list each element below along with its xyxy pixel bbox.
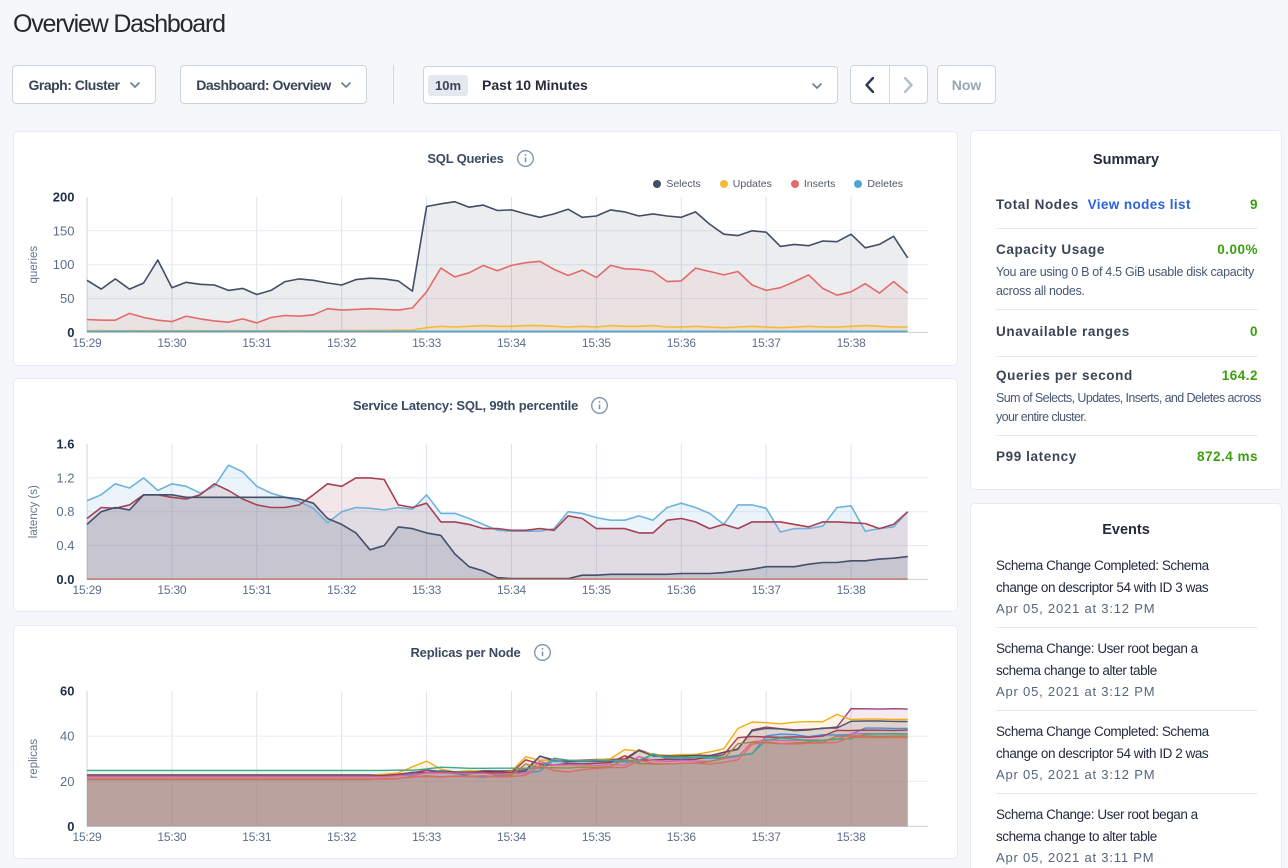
svg-text:15:35: 15:35 [582, 830, 612, 844]
svg-text:15:31: 15:31 [242, 336, 272, 350]
svg-text:15:36: 15:36 [667, 830, 697, 844]
svg-text:15:33: 15:33 [412, 336, 442, 350]
svg-text:15:36: 15:36 [667, 583, 697, 597]
svg-text:15:30: 15:30 [157, 583, 187, 597]
svg-text:1.2: 1.2 [56, 470, 74, 485]
svg-text:replicas: replicas [28, 739, 40, 779]
svg-text:15:29: 15:29 [72, 336, 102, 350]
svg-text:15:38: 15:38 [837, 830, 867, 844]
svg-text:15:30: 15:30 [157, 336, 187, 350]
svg-text:15:38: 15:38 [837, 583, 867, 597]
svg-text:15:37: 15:37 [752, 583, 782, 597]
svg-text:15:32: 15:32 [327, 583, 357, 597]
svg-text:15:29: 15:29 [72, 583, 102, 597]
svg-text:50: 50 [60, 291, 74, 306]
svg-text:0.4: 0.4 [56, 538, 74, 553]
svg-text:15:36: 15:36 [667, 336, 697, 350]
svg-text:latency (s): latency (s) [28, 485, 40, 538]
svg-text:15:31: 15:31 [242, 830, 272, 844]
svg-text:0: 0 [67, 325, 74, 340]
svg-text:15:33: 15:33 [412, 583, 442, 597]
svg-text:15:33: 15:33 [412, 830, 442, 844]
svg-text:15:37: 15:37 [752, 336, 782, 350]
svg-text:40: 40 [60, 729, 74, 744]
svg-text:0: 0 [67, 819, 74, 834]
svg-text:15:34: 15:34 [497, 830, 527, 844]
svg-text:15:35: 15:35 [582, 336, 612, 350]
svg-text:15:30: 15:30 [157, 830, 187, 844]
svg-text:0.0: 0.0 [56, 572, 74, 587]
svg-text:200: 200 [53, 190, 75, 205]
svg-text:15:35: 15:35 [582, 583, 612, 597]
svg-text:15:37: 15:37 [752, 830, 782, 844]
svg-text:15:38: 15:38 [837, 336, 867, 350]
svg-text:15:32: 15:32 [327, 830, 357, 844]
svg-text:1.6: 1.6 [56, 437, 74, 452]
svg-text:queries: queries [28, 246, 40, 284]
svg-text:20: 20 [60, 774, 74, 789]
svg-text:60: 60 [60, 684, 74, 699]
svg-text:150: 150 [53, 223, 75, 238]
svg-text:15:32: 15:32 [327, 336, 357, 350]
svg-text:15:31: 15:31 [242, 583, 272, 597]
svg-text:0.8: 0.8 [56, 504, 74, 519]
svg-text:15:34: 15:34 [497, 336, 527, 350]
svg-text:15:29: 15:29 [72, 830, 102, 844]
svg-text:15:34: 15:34 [497, 583, 527, 597]
svg-text:100: 100 [53, 257, 75, 272]
